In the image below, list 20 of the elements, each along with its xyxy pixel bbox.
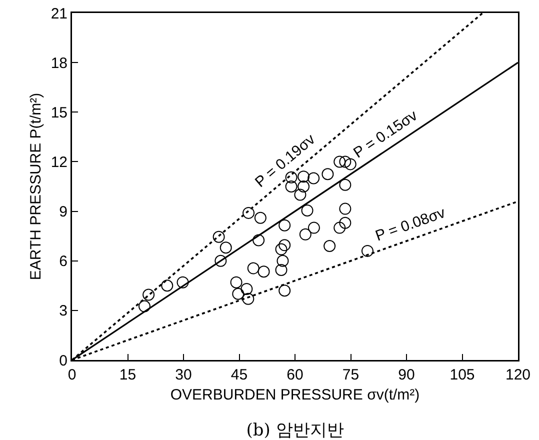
annotation: P = 0.08σv [373, 204, 448, 245]
y-tick-label: 6 [59, 253, 68, 270]
x-tick-label: 75 [342, 366, 360, 384]
y-axis-title: EARTH PRESSURE P(t/m²) [27, 92, 44, 280]
x-tick-label: 105 [450, 366, 475, 384]
y-tick-label: 18 [50, 54, 68, 72]
x-tick-label: 90 [398, 366, 415, 384]
x-tick-label: 30 [175, 366, 192, 384]
y-tick-label: 21 [50, 5, 68, 22]
y-tick-label: 9 [59, 204, 68, 221]
x-tick-label: 120 [505, 366, 531, 384]
x-tick-label: 60 [286, 366, 304, 384]
y-tick-label: 12 [50, 154, 68, 171]
y-tick-label: 3 [59, 302, 68, 320]
text: (b) 암반지반 [246, 420, 344, 440]
x-tick-label: 45 [230, 366, 248, 384]
y-tick-label: 15 [50, 104, 68, 122]
x-tick-label: 15 [119, 366, 136, 384]
y-tick-label: 0 [59, 352, 68, 370]
x-axis-title: OVERBURDEN PRESSURE σv(t/m²) [170, 386, 420, 404]
